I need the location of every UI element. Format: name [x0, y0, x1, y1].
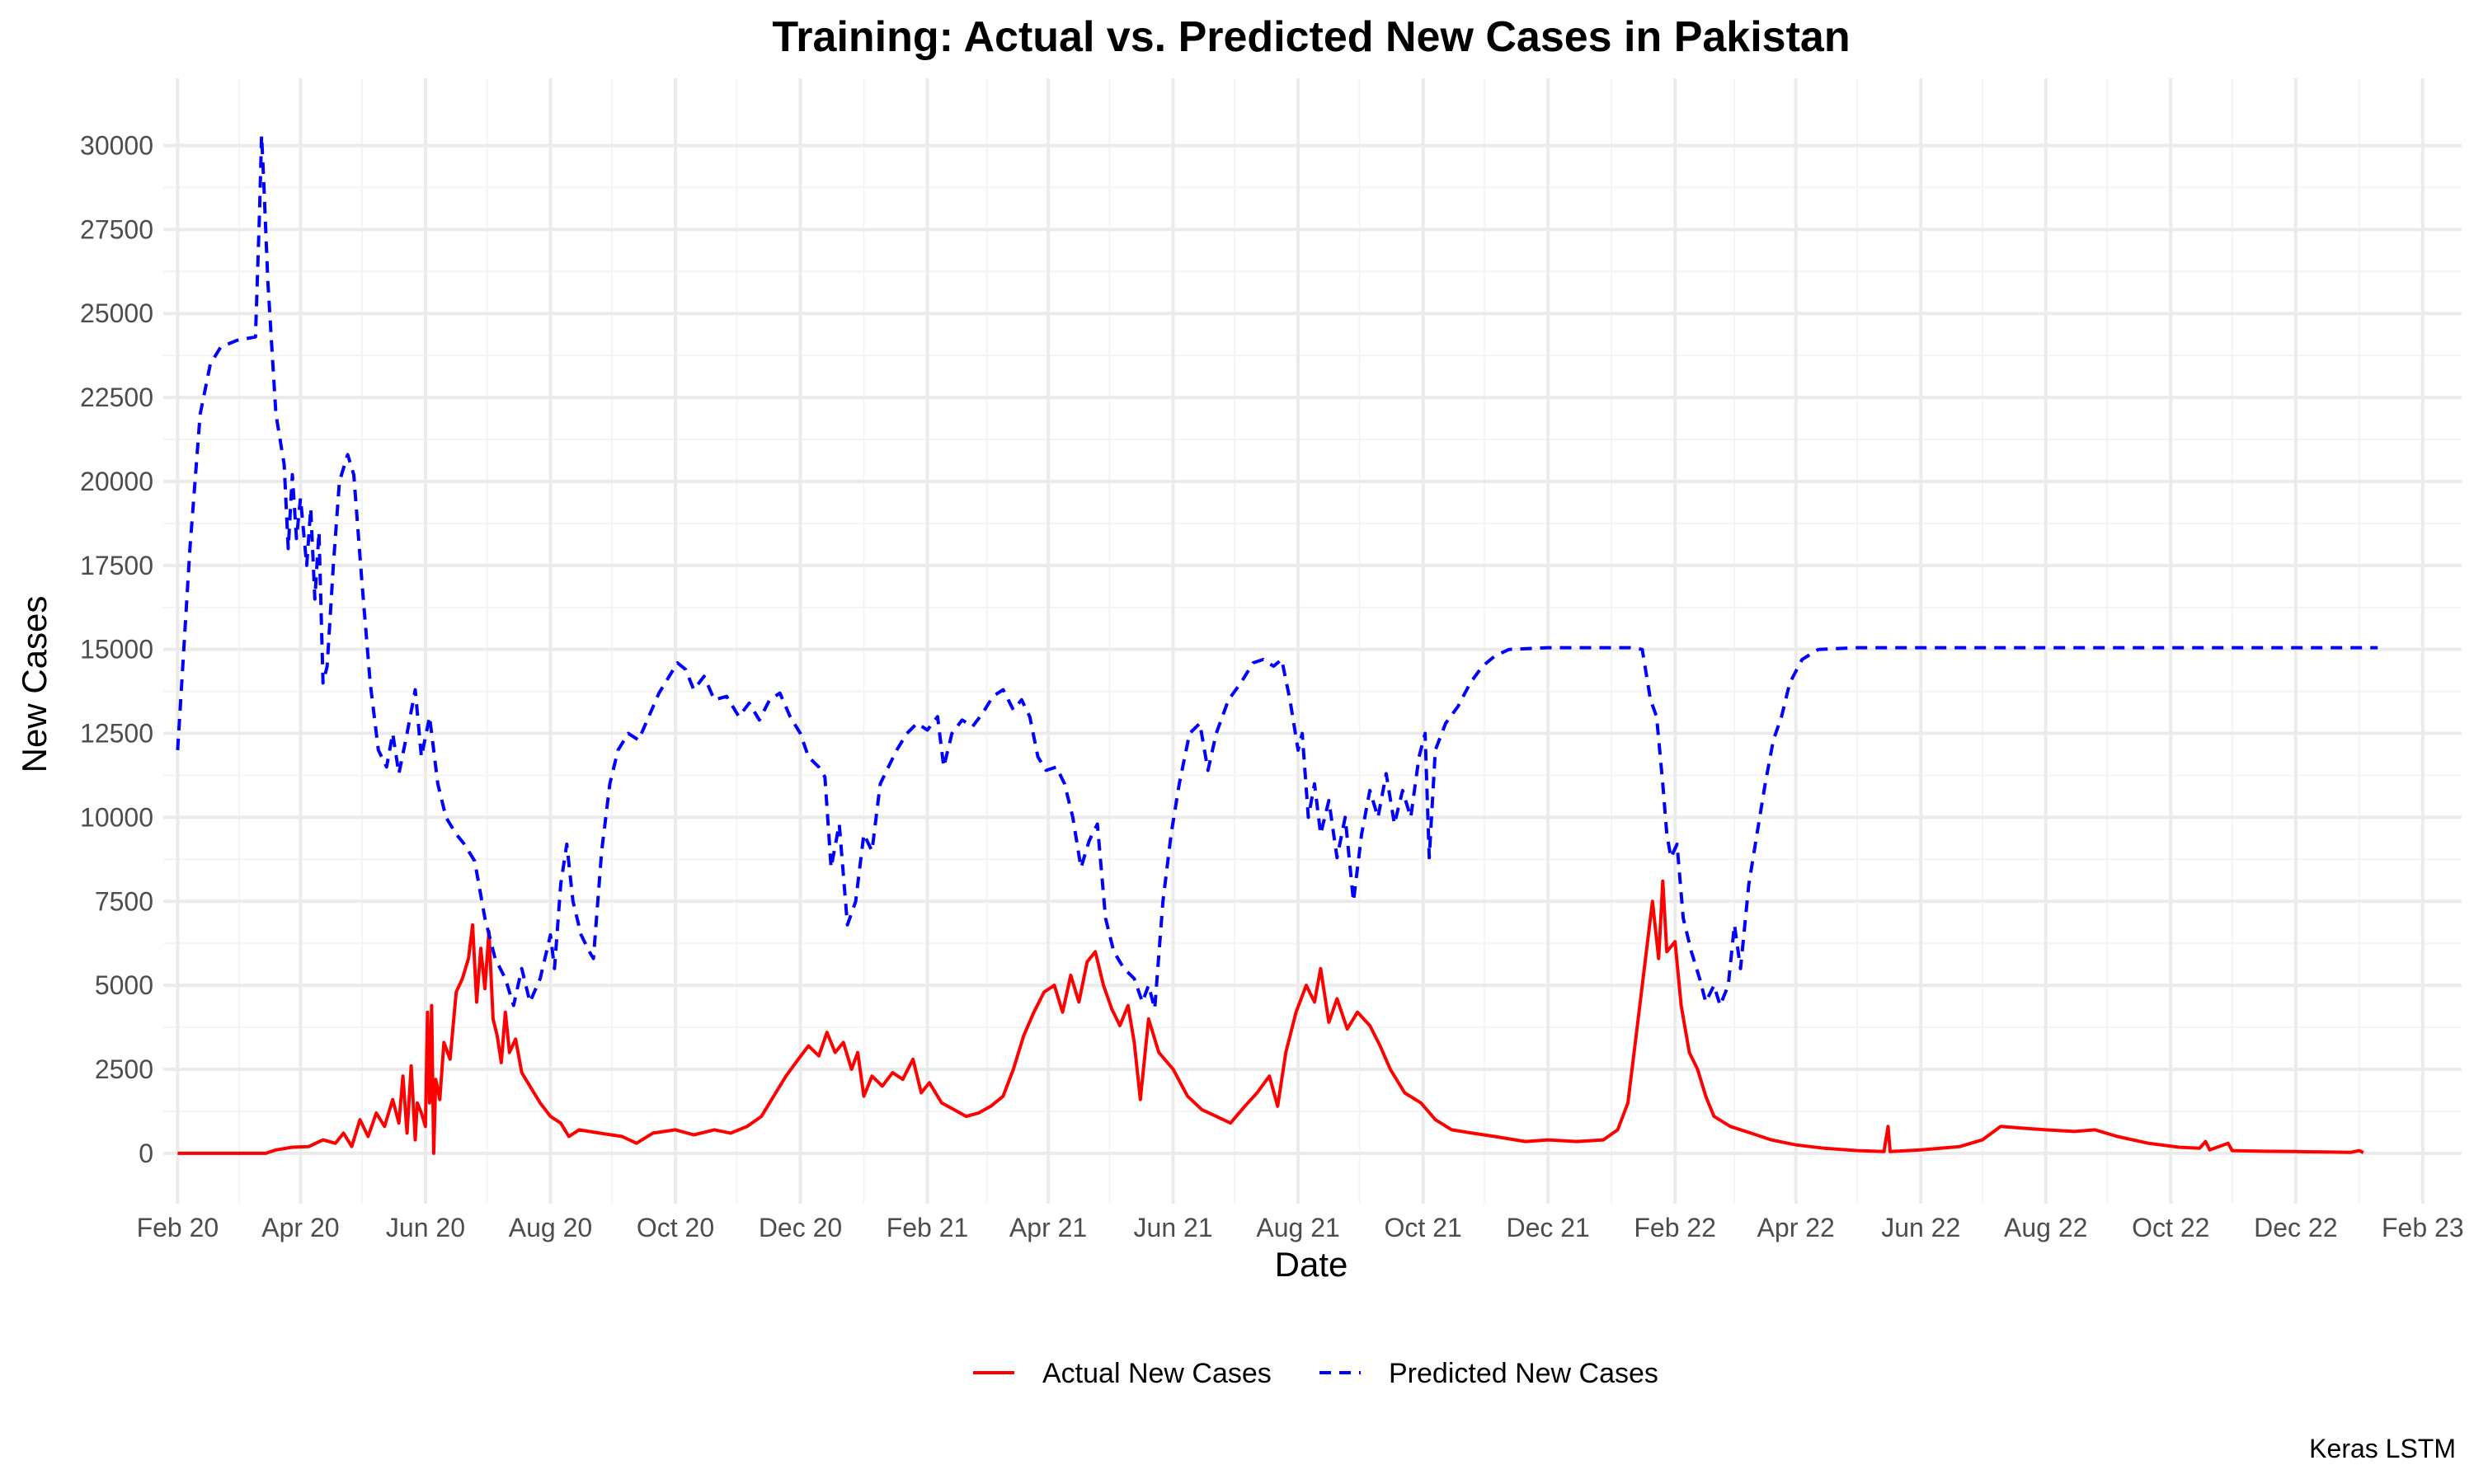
- x-tick-label: Dec 20: [759, 1213, 842, 1242]
- x-tick-label: Jun 21: [1134, 1213, 1213, 1242]
- y-tick-label: 10000: [80, 802, 153, 832]
- y-tick-label: 0: [139, 1139, 153, 1168]
- y-axis-ticks: 0 2500 5000 7500 10000 12500 15000 17500 20000 22…: [80, 130, 153, 1167]
- x-tick-label: Oct 22: [2132, 1213, 2209, 1242]
- chart-caption: Keras LSTM: [2309, 1434, 2456, 1463]
- legend-label: Actual New Cases: [1042, 1358, 1272, 1389]
- x-axis-title: Date: [1275, 1245, 1348, 1284]
- y-tick-label: 5000: [95, 970, 153, 1000]
- x-tick-label: Dec 21: [1506, 1213, 1589, 1242]
- x-tick-label: Aug 22: [2004, 1213, 2087, 1242]
- x-tick-label: Feb 20: [137, 1213, 219, 1242]
- series-lines: [176, 134, 2378, 1155]
- y-tick-label: 7500: [95, 886, 153, 916]
- y-tick-label: 30000: [80, 130, 153, 160]
- chart-title: Training: Actual vs. Predicted New Cases…: [772, 13, 1850, 61]
- y-tick-label: 17500: [80, 551, 153, 580]
- x-tick-label: Apr 20: [261, 1213, 339, 1242]
- y-tick-label: 20000: [80, 467, 153, 496]
- y-tick-label: 22500: [80, 383, 153, 412]
- y-tick-label: 12500: [80, 719, 153, 749]
- x-tick-label: Apr 22: [1757, 1213, 1835, 1242]
- y-axis-title: New Cases: [15, 596, 54, 773]
- series-line-actual: [177, 879, 2364, 1155]
- x-tick-label: Apr 21: [1009, 1213, 1087, 1242]
- x-tick-label: Aug 20: [509, 1213, 592, 1242]
- x-tick-label: Jun 20: [386, 1213, 465, 1242]
- x-tick-label: Oct 21: [1385, 1213, 1462, 1242]
- x-tick-label: Dec 22: [2254, 1213, 2337, 1242]
- y-tick-label: 15000: [80, 635, 153, 665]
- x-tick-label: Feb 22: [1634, 1213, 1716, 1242]
- x-tick-label: Jun 22: [1881, 1213, 1960, 1242]
- grid-lines: [163, 78, 2462, 1204]
- y-tick-label: 25000: [80, 298, 153, 328]
- legend-item-actual: Actual New Cases: [973, 1358, 1272, 1389]
- x-axis-ticks: Feb 20 Apr 20 Jun 20 Aug 20 Oct 20 Dec 20 Feb …: [137, 1213, 2464, 1242]
- y-tick-label: 2500: [95, 1054, 153, 1084]
- x-tick-label: Aug 21: [1256, 1213, 1339, 1242]
- legend: Actual New Cases Predicted New Cases: [973, 1358, 1658, 1389]
- legend-item-predicted: Predicted New Cases: [1319, 1358, 1658, 1389]
- x-tick-label: Feb 23: [2382, 1213, 2464, 1242]
- x-tick-label: Feb 21: [887, 1213, 969, 1242]
- y-tick-label: 27500: [80, 214, 153, 244]
- legend-label: Predicted New Cases: [1389, 1358, 1658, 1389]
- x-tick-label: Oct 20: [637, 1213, 714, 1242]
- series-line-predicted: [176, 134, 2378, 1011]
